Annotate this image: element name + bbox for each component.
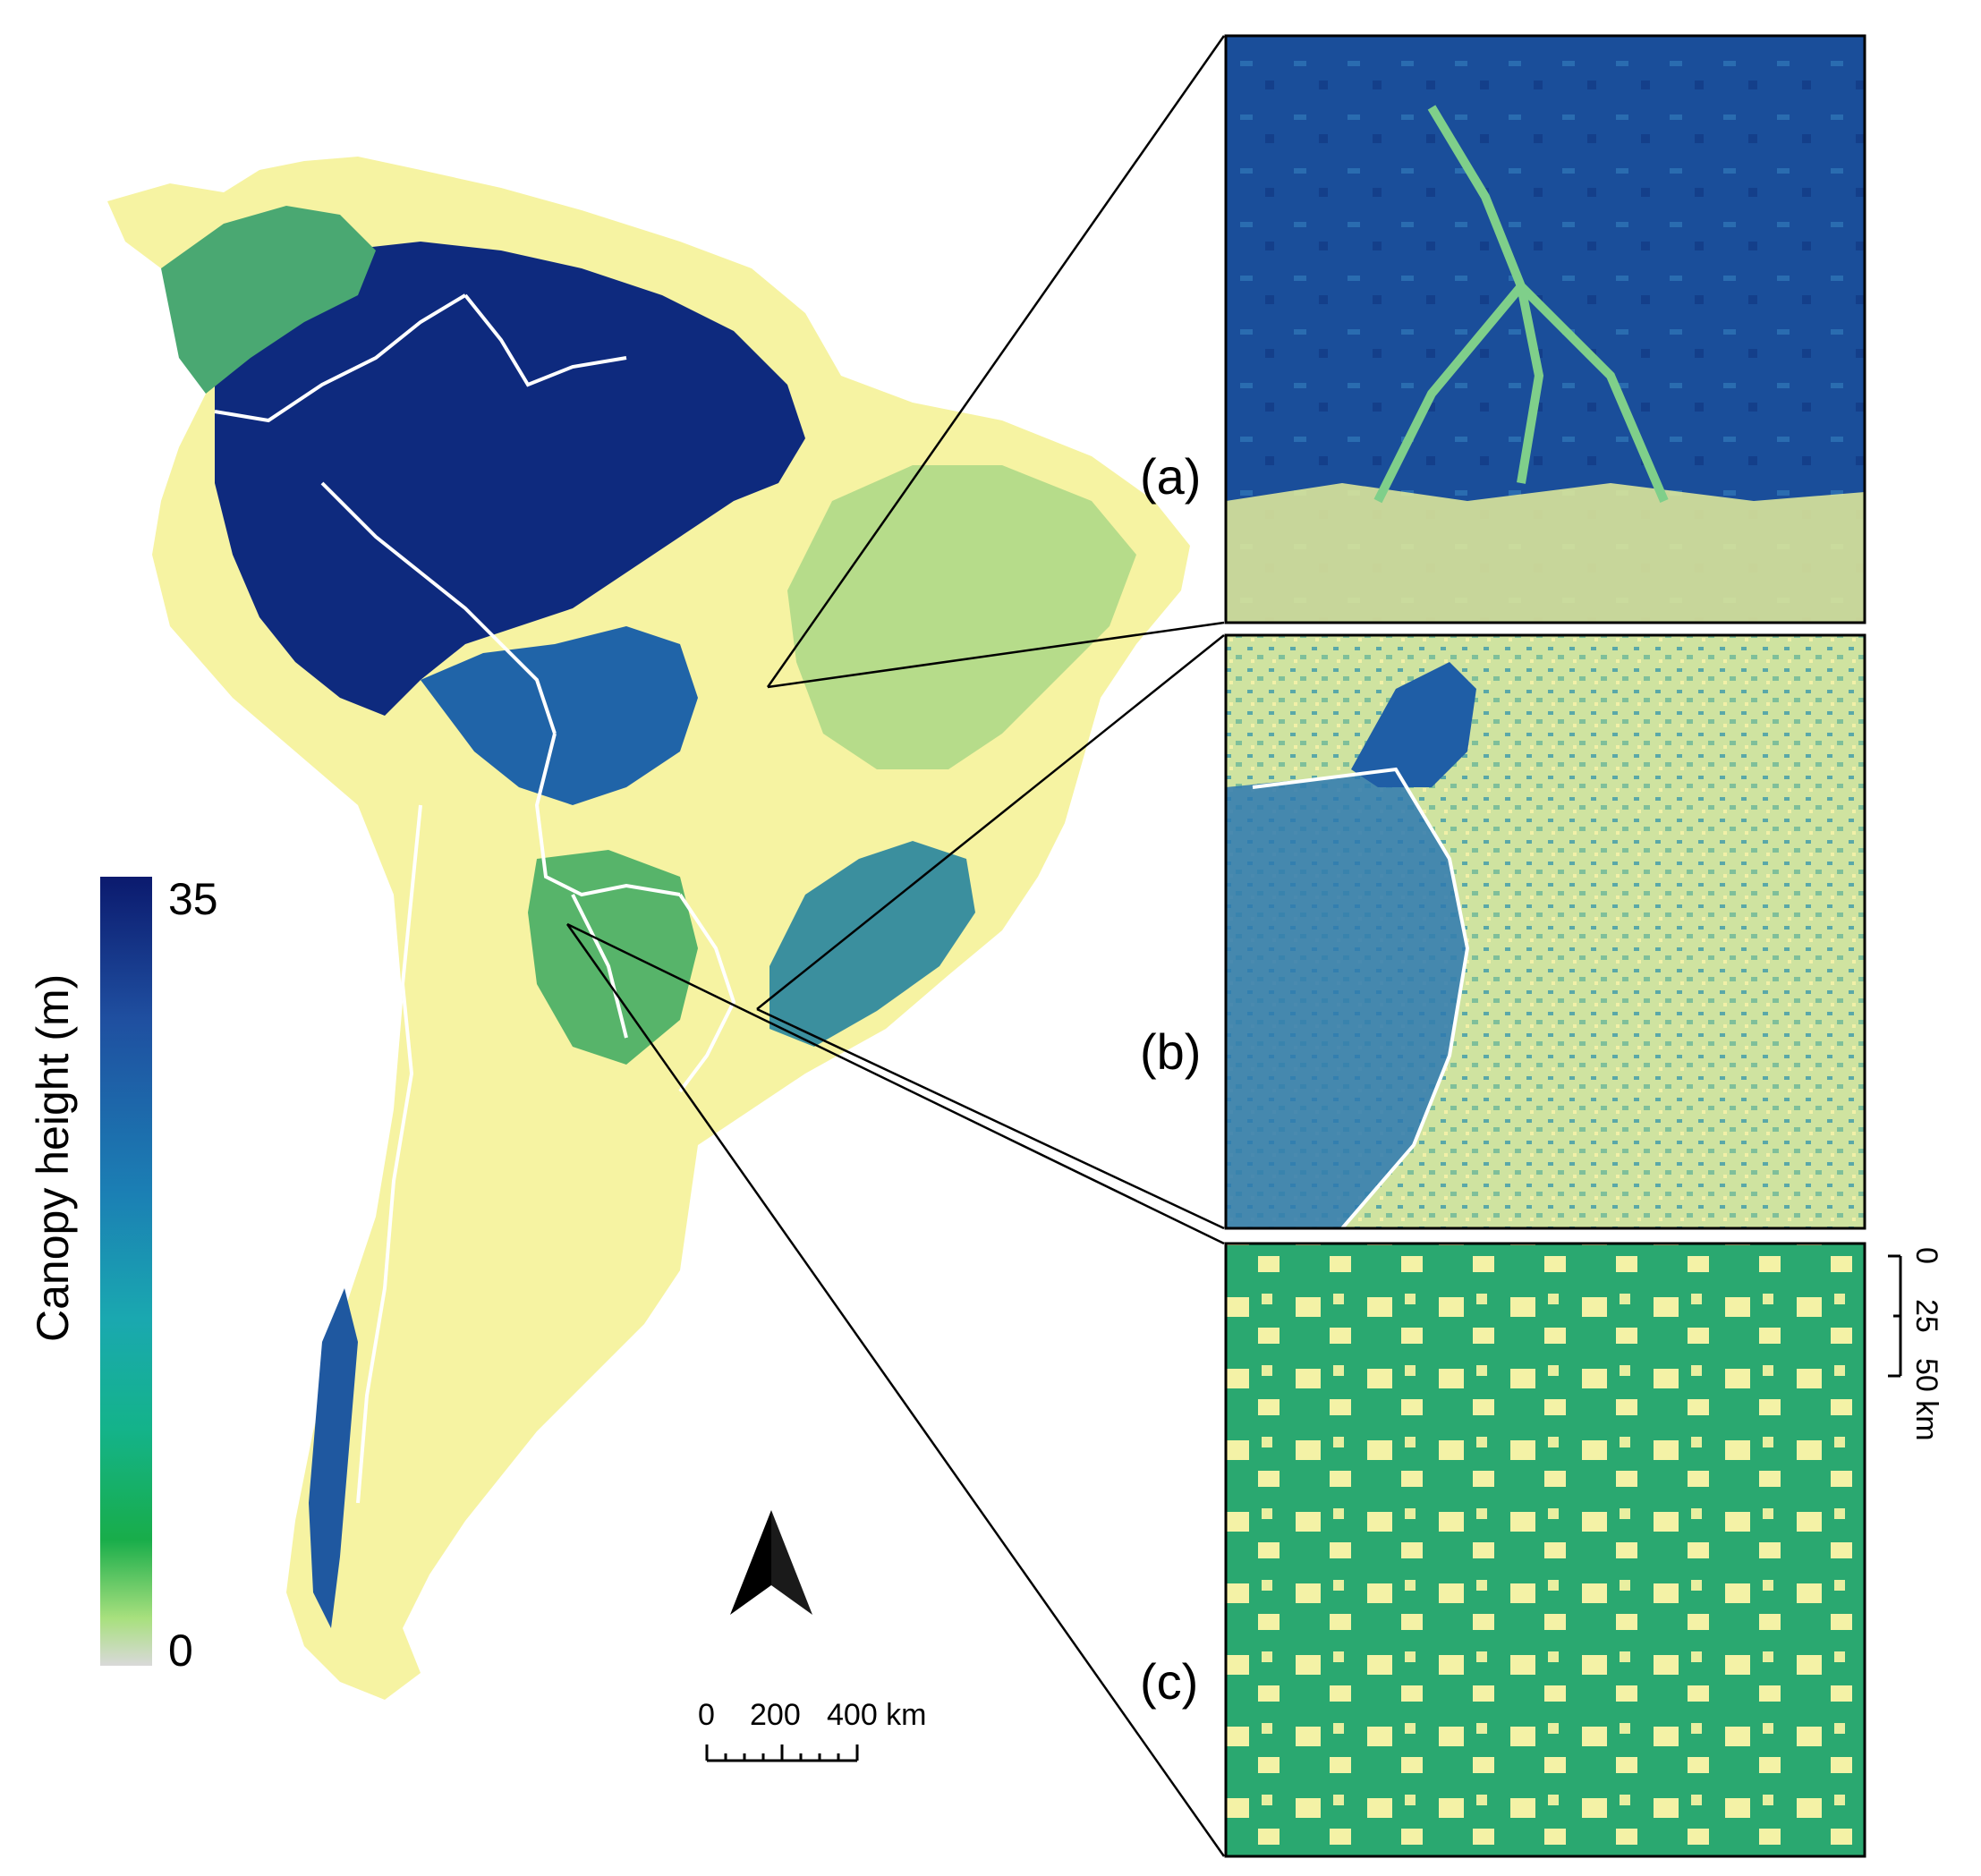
- forest-mid-zone: [421, 626, 698, 805]
- connector-c-top: [566, 922, 1225, 1245]
- northeast-savanna: [787, 465, 1136, 769]
- north-arrow-icon: [730, 1510, 812, 1615]
- inset-scalebar-label-0: 0: [1909, 1247, 1943, 1264]
- inset-scalebar: [1888, 1254, 1902, 1378]
- colorbar: [100, 877, 152, 1666]
- andes-south-forest: [309, 1288, 358, 1628]
- main-scalebar: [705, 1744, 859, 1762]
- inset-scalebar-label-25: 25: [1909, 1299, 1943, 1333]
- inset-a-cleared-land: [1226, 483, 1865, 623]
- connector-a-top: [766, 35, 1226, 688]
- inset-b: [1224, 633, 1866, 1230]
- colorbar-gradient: [100, 877, 152, 1666]
- country-borders: [214, 293, 736, 1504]
- atlantic-forest: [769, 841, 975, 1047]
- panel-label-b: (b): [1140, 1023, 1202, 1080]
- inset-a-river: [1373, 105, 1669, 504]
- connector-b-bottom: [756, 1007, 1225, 1230]
- panel-label-a: (a): [1140, 448, 1202, 505]
- chaco-green: [528, 850, 698, 1065]
- inset-scalebar-label-50km: 50 km: [1909, 1358, 1943, 1441]
- inset-b-border: [1252, 767, 1470, 1230]
- colorbar-title: Canopy height (m): [28, 973, 78, 1342]
- amazon-forest: [215, 242, 805, 716]
- inset-b-lake: [1351, 662, 1476, 787]
- panel-label-c: (c): [1140, 1653, 1199, 1710]
- connector-c-bottom: [565, 923, 1226, 1857]
- south-america-map: [107, 157, 1190, 1700]
- main-scalebar-label-400km: 400 km: [827, 1698, 927, 1732]
- colombia-green: [161, 206, 376, 394]
- inset-connector-lines: [565, 35, 1226, 1857]
- connector-b-top: [756, 634, 1225, 1010]
- inset-b-forest-zone: [1226, 769, 1467, 1228]
- colorbar-max-label: 35: [168, 874, 218, 924]
- inset-c: [1224, 1242, 1866, 1858]
- inset-a: [1224, 34, 1866, 624]
- connector-a-bottom: [767, 621, 1225, 689]
- main-scalebar-label-200: 200: [750, 1698, 801, 1732]
- colorbar-min-label: 0: [168, 1626, 193, 1676]
- main-scalebar-label-0: 0: [698, 1698, 715, 1732]
